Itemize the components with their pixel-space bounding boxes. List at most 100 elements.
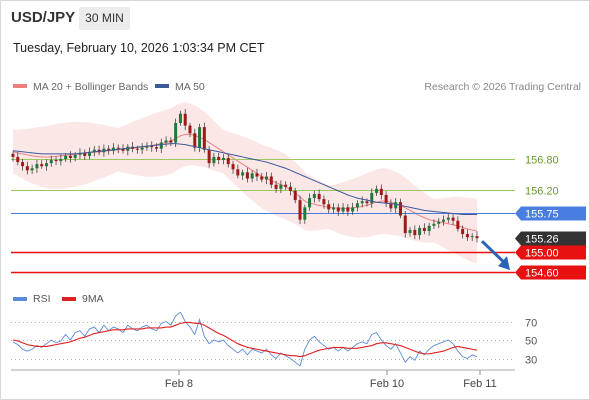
candle-body bbox=[442, 219, 446, 222]
candle-body bbox=[432, 223, 436, 226]
candle-body bbox=[121, 148, 125, 151]
price-tag-label: 155.26 bbox=[525, 234, 559, 246]
candle-body bbox=[35, 164, 39, 169]
x-tick-label: Feb 10 bbox=[370, 378, 404, 390]
candle-body bbox=[470, 236, 474, 238]
price-tag-label: 155.00 bbox=[525, 248, 559, 260]
price-tag-support bbox=[515, 265, 586, 280]
candle-body bbox=[54, 160, 58, 162]
candle-body bbox=[398, 202, 402, 216]
candle-body bbox=[274, 184, 278, 189]
candle-body bbox=[73, 154, 77, 158]
candle-body bbox=[341, 207, 345, 212]
rsi-ma-legend-swatch bbox=[62, 297, 76, 301]
candle-body bbox=[68, 155, 72, 158]
candle-body bbox=[293, 190, 297, 201]
price-tag-last bbox=[515, 231, 586, 246]
price-tag-label: 154.60 bbox=[525, 268, 559, 280]
candle-body bbox=[92, 149, 96, 152]
candle-body bbox=[403, 215, 407, 234]
candle-body bbox=[279, 184, 283, 189]
candle-body bbox=[456, 220, 460, 229]
candle-body bbox=[308, 198, 312, 208]
candle-body bbox=[360, 201, 364, 204]
candle-body bbox=[169, 140, 173, 143]
candle-body bbox=[49, 160, 53, 164]
candle-body bbox=[11, 153, 15, 157]
candle-body bbox=[231, 164, 235, 170]
candle-body bbox=[346, 207, 350, 212]
candle-body bbox=[207, 149, 211, 164]
rsi-tick-label: 70 bbox=[525, 318, 537, 330]
candle-body bbox=[217, 156, 221, 161]
candle-body bbox=[298, 200, 302, 220]
forecast-arrow bbox=[480, 240, 508, 266]
candle-body bbox=[183, 113, 187, 126]
candle-body bbox=[245, 172, 249, 179]
candle-body bbox=[446, 217, 450, 220]
rsi-legend-swatch bbox=[13, 297, 27, 301]
candle-body bbox=[107, 148, 111, 151]
candle-body bbox=[465, 234, 469, 238]
candle-body bbox=[408, 229, 412, 234]
candle-body bbox=[155, 147, 159, 149]
timeframe-badge[interactable]: 30 MIN bbox=[79, 7, 130, 30]
candle-body bbox=[317, 193, 321, 200]
candle-body bbox=[413, 229, 417, 236]
candle-body bbox=[25, 166, 29, 171]
candle-body bbox=[59, 159, 63, 162]
candle-body bbox=[312, 193, 316, 199]
x-tick-label: Feb 11 bbox=[463, 378, 496, 390]
candle-body bbox=[265, 176, 269, 180]
candle-body bbox=[269, 176, 273, 185]
candle-body bbox=[159, 142, 163, 149]
candle-body bbox=[418, 227, 422, 236]
rsi-tick-label: 50 bbox=[525, 336, 537, 348]
candle-body bbox=[336, 207, 340, 212]
price-tag-pivot bbox=[515, 206, 586, 221]
candle-body bbox=[88, 151, 92, 156]
rsi-line bbox=[12, 311, 478, 367]
candle-body bbox=[116, 147, 120, 149]
candle-body bbox=[188, 125, 192, 134]
timestamp: Tuesday, February 10, 2026 1:03:34 PM CE… bbox=[13, 41, 265, 55]
candle-body bbox=[461, 228, 465, 235]
candle-body bbox=[40, 164, 44, 167]
candle-body bbox=[174, 123, 178, 143]
candle-body bbox=[303, 207, 307, 220]
candle-body bbox=[126, 146, 130, 151]
price-tag-support bbox=[515, 245, 586, 260]
price-tag-label: 155.75 bbox=[525, 209, 559, 221]
candle-body bbox=[21, 162, 25, 167]
candle-body bbox=[30, 168, 34, 171]
ma50-line bbox=[12, 143, 477, 216]
candle-body bbox=[422, 227, 426, 231]
candle-body bbox=[331, 207, 335, 210]
candle-body bbox=[202, 127, 206, 150]
candle-body bbox=[327, 204, 331, 210]
candle-body bbox=[241, 172, 245, 176]
bb-legend-label: MA 20 + Bollinger Bands bbox=[33, 81, 148, 93]
candle-body bbox=[16, 156, 20, 163]
chart-header: USD/JPY 30 MIN bbox=[0, 0, 590, 38]
forecast-arrowhead bbox=[498, 256, 510, 271]
rsi-ma-line bbox=[12, 321, 478, 358]
candle-body bbox=[370, 192, 374, 204]
candle-body bbox=[375, 188, 379, 193]
candle-body bbox=[178, 113, 182, 123]
source-label: Research © 2026 Trading Central bbox=[424, 81, 581, 93]
candle-body bbox=[322, 199, 326, 205]
candle-body bbox=[135, 148, 139, 150]
candle-body bbox=[164, 140, 168, 143]
symbol-title: USD/JPY bbox=[11, 9, 76, 26]
candle-body bbox=[83, 152, 87, 156]
candle-body bbox=[260, 176, 264, 180]
resistance-label: 156.20 bbox=[525, 186, 559, 198]
candle-body bbox=[150, 145, 154, 148]
candle-body bbox=[284, 184, 288, 187]
candle-body bbox=[389, 203, 393, 209]
candle-body bbox=[212, 156, 216, 164]
candle-body bbox=[236, 169, 240, 176]
candle-body bbox=[394, 202, 398, 209]
